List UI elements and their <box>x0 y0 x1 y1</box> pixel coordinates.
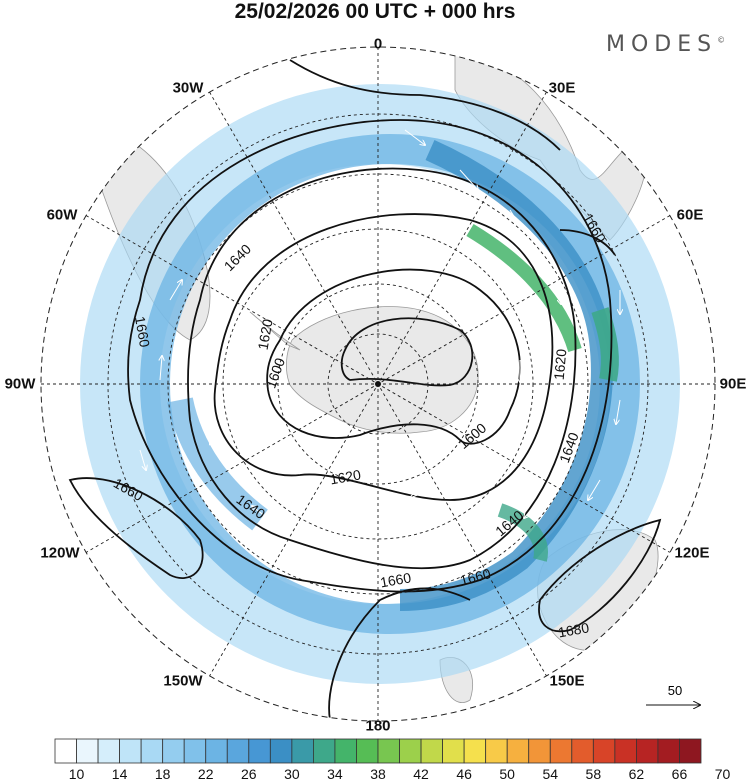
map-title: 25/02/2026 00 UTC + 000 hrs <box>234 0 516 23</box>
map-border <box>40 46 716 722</box>
colorbar-tick-label: 46 <box>456 766 472 782</box>
colorbar-tick-label: 62 <box>628 766 645 782</box>
colorbar-swatch <box>356 738 379 764</box>
wind-vectors <box>139 129 620 582</box>
contour-label: 1660 <box>132 315 153 349</box>
colorbar-swatch <box>636 738 659 764</box>
colorbar <box>54 738 702 764</box>
pole-marker <box>375 381 381 387</box>
colorbar-swatch <box>549 738 573 764</box>
colorbar-swatch <box>248 738 271 764</box>
lon-label-150w: 150W <box>163 672 203 690</box>
colorbar-swatch <box>399 738 422 764</box>
colorbar-tick-label: 54 <box>542 766 559 782</box>
colorbar-swatch <box>76 738 99 764</box>
geopotential-contours <box>68 59 662 721</box>
colorbar-tick-label: 66 <box>671 766 688 782</box>
colorbar-swatch <box>420 738 444 764</box>
map-disc <box>41 47 715 721</box>
lon-label-60e: 60E <box>676 206 704 224</box>
contour-label: 1660 <box>458 565 492 589</box>
lon-label-120w: 120W <box>40 544 80 562</box>
lon-label-90w: 90W <box>4 375 36 393</box>
contour-label: 1620 <box>329 466 363 487</box>
colorbar-tick-label: 22 <box>197 766 214 782</box>
colorbar-swatch <box>312 738 336 764</box>
colorbar-tick-label: 58 <box>585 766 602 782</box>
colorbar-tick-label: 38 <box>370 766 386 782</box>
lon-label-0: 0 <box>373 35 383 53</box>
contour-label: 1620 <box>255 318 276 352</box>
contour-1680-aus <box>538 518 662 633</box>
colorbar-tick-label: 26 <box>241 766 257 782</box>
colorbar-swatch <box>183 738 207 764</box>
colorbar-swatch <box>97 738 120 764</box>
contour-1600 <box>266 268 521 445</box>
colorbar-swatch <box>54 738 77 764</box>
contour-label: 1660 <box>379 569 413 590</box>
wind-reference-label: 50 <box>667 683 683 698</box>
colorbar-swatch <box>485 738 508 764</box>
colorbar-tick-label: 70 <box>714 766 731 782</box>
colorbar-swatch <box>442 738 465 764</box>
colorbar-tick-label: 34 <box>327 766 343 782</box>
contour-1660-s <box>328 587 471 721</box>
colorbar-swatch <box>162 738 185 764</box>
lon-label-60w: 60W <box>46 206 78 224</box>
lon-label-90e: 90E <box>719 375 747 393</box>
contour-1660-nw <box>289 59 561 151</box>
colorbar-swatch <box>205 738 228 764</box>
colorbar-swatch <box>528 738 551 764</box>
colorbar-tick-label: 14 <box>111 766 128 782</box>
colorbar-swatch <box>334 738 357 764</box>
lon-label-150e: 150E <box>549 672 585 690</box>
antarctic-peninsula <box>249 311 301 351</box>
contour-1660 <box>127 119 613 593</box>
colorbar-swatch <box>571 738 594 764</box>
colorbar-tick-label: 42 <box>413 766 429 782</box>
contour-1640 <box>187 167 577 570</box>
antarctica <box>286 306 479 434</box>
colorbar-swatch <box>119 738 142 764</box>
colorbar-swatch <box>226 738 250 764</box>
colorbar-swatch <box>269 738 293 764</box>
colorbar-swatch <box>140 738 164 764</box>
lon-label-180: 180 <box>365 717 391 735</box>
colorbar-swatch <box>657 738 680 764</box>
colorbar-swatch <box>614 738 637 764</box>
colorbar-swatch <box>377 738 400 764</box>
colorbar-tick-label: 18 <box>154 766 171 782</box>
contour-label: 1620 <box>551 348 570 381</box>
contour-1660-ne <box>559 229 616 256</box>
brand-logo: MODES© <box>606 32 726 57</box>
contour-label: 1680 <box>557 619 591 640</box>
contour-1580 <box>340 317 474 387</box>
lon-label-30w: 30W <box>172 79 204 97</box>
colorbar-swatch <box>679 738 702 764</box>
colorbar-tick-label: 30 <box>284 766 300 782</box>
colorbar-swatch <box>463 738 487 764</box>
contour-1660-w <box>68 477 204 579</box>
colorbar-swatch <box>592 738 616 764</box>
colorbar-swatch <box>291 738 314 764</box>
lon-label-30e: 30E <box>548 79 576 97</box>
colorbar-tick-label: 10 <box>68 766 85 782</box>
contour-1620 <box>213 213 554 501</box>
lon-label-120e: 120E <box>674 544 710 562</box>
colorbar-tick-label: 50 <box>499 766 515 782</box>
colorbar-swatch <box>506 738 530 764</box>
